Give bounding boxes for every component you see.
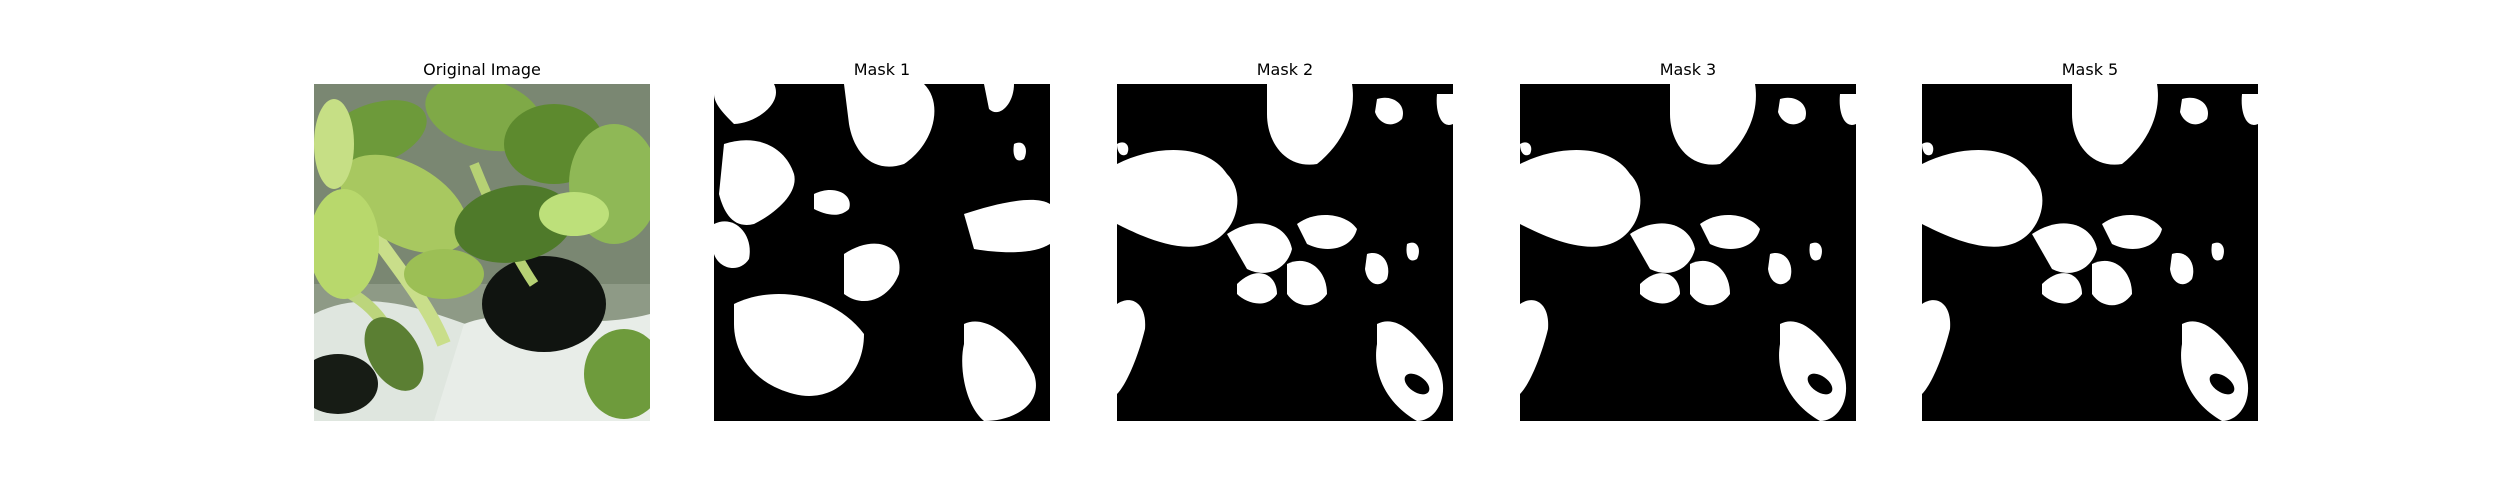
mask-5-image [1922, 84, 2258, 421]
panel-mask-1: Mask 1 [714, 0, 1050, 500]
mask-3-image [1520, 84, 1856, 421]
panel-title: Original Image [314, 60, 650, 80]
panel-mask-2: Mask 2 [1117, 0, 1453, 500]
original-plant-photo [314, 84, 650, 421]
mask-1-image [714, 84, 1050, 421]
panel-title: Mask 2 [1117, 60, 1453, 80]
panel-original-image: Original Image [314, 0, 650, 500]
panel-mask-5: Mask 5 [1922, 0, 2258, 500]
panel-title: Mask 3 [1520, 60, 1856, 80]
panel-mask-3: Mask 3 [1520, 0, 1856, 500]
panel-title: Mask 1 [714, 60, 1050, 80]
panel-title: Mask 5 [1922, 60, 2258, 80]
mask-2-image [1117, 84, 1453, 421]
